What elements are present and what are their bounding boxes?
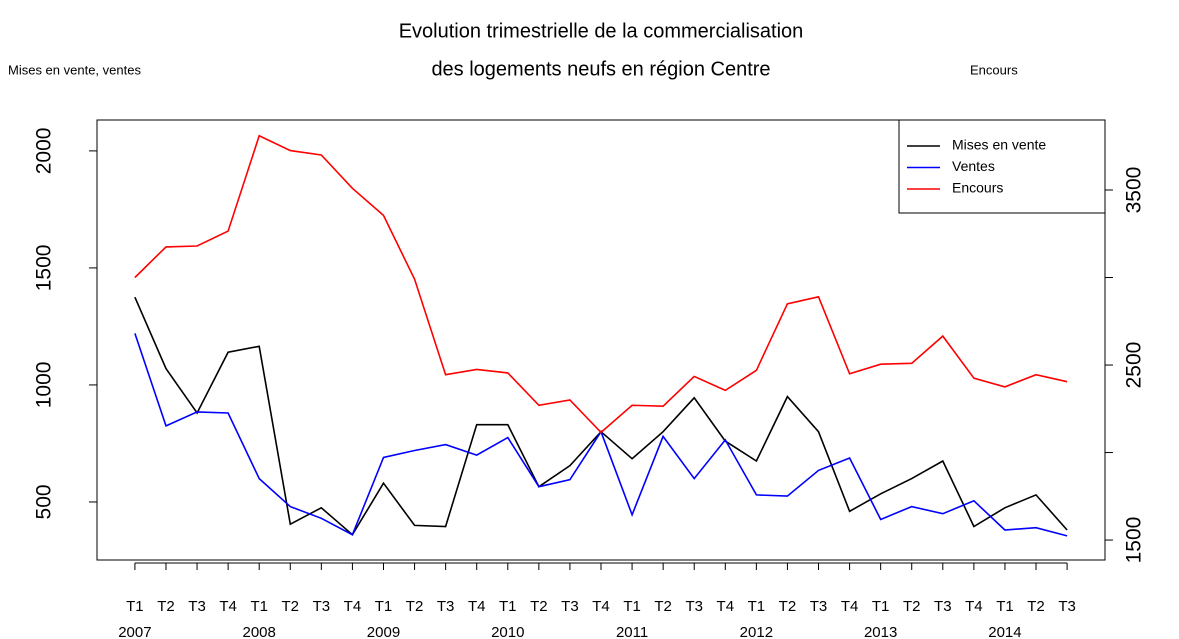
y-tick-label: 500: [33, 484, 56, 519]
x-year-label: 2012: [740, 624, 773, 639]
x-tick-label: T1: [996, 598, 1014, 615]
x-year-label: 2013: [864, 624, 897, 639]
x-year-label: 2007: [118, 624, 151, 639]
x-tick-label: T1: [499, 598, 517, 615]
series-line: [134, 134, 1068, 434]
y2-tick-label: 2500: [1123, 342, 1146, 389]
x-year-label: 2010: [491, 624, 524, 639]
x-tick-label: T2: [530, 598, 548, 615]
x-tick-label: T1: [375, 598, 393, 615]
y-tick-label: 1500: [33, 245, 56, 292]
x-year-label: 2009: [367, 624, 400, 639]
x-tick-label: T3: [685, 598, 703, 615]
x-tick-label: T4: [219, 598, 237, 615]
x-tick-label: T2: [282, 598, 300, 615]
x-tick-label: T4: [468, 598, 486, 615]
x-tick-label: T4: [965, 598, 983, 615]
x-tick-label: T4: [841, 598, 859, 615]
x-tick-label: T2: [157, 598, 175, 615]
chart-title: des logements neufs en région Centre: [431, 58, 770, 80]
x-tick-label: T2: [406, 598, 424, 615]
y-axis-label: Mises en vente, ventes: [8, 62, 141, 77]
x-tick-label: T4: [592, 598, 610, 615]
x-tick-label: T1: [623, 598, 641, 615]
y-tick-label: 2000: [33, 128, 56, 175]
x-tick-label: T4: [717, 598, 735, 615]
x-tick-label: T1: [748, 598, 766, 615]
x-tick-label: T3: [561, 598, 579, 615]
x-tick-label: T3: [188, 598, 206, 615]
legend-box: [898, 119, 1106, 214]
y-tick-label: 1000: [33, 362, 56, 409]
y2-tick-label: 1500: [1123, 517, 1146, 564]
x-tick-label: T2: [654, 598, 672, 615]
x-tick-label: T3: [1058, 598, 1076, 615]
x-tick-label: T2: [1027, 598, 1045, 615]
x-tick-label: T2: [903, 598, 921, 615]
x-tick-label: T4: [344, 598, 362, 615]
x-year-label: 2011: [616, 624, 648, 639]
legend-label: Ventes: [952, 158, 995, 174]
x-tick-label: T1: [126, 598, 144, 615]
x-tick-label: T3: [437, 598, 455, 615]
x-tick-label: T3: [934, 598, 952, 615]
x-year-label: 2014: [988, 624, 1021, 639]
x-tick-label: T3: [313, 598, 331, 615]
x-tick-label: T3: [810, 598, 828, 615]
legend-label: Encours: [952, 180, 1003, 196]
x-tick-label: T2: [779, 598, 797, 615]
x-tick-label: T1: [250, 598, 268, 615]
y2-tick-label: 3500: [1123, 167, 1146, 214]
x-year-label: 2008: [243, 624, 276, 639]
chart-title: Evolution trimestrielle de la commercial…: [399, 20, 804, 42]
legend-label: Mises en vente: [952, 137, 1046, 153]
y2-axis-label: Encours: [970, 62, 1018, 77]
x-tick-label: T1: [872, 598, 890, 615]
series-line: [134, 296, 1068, 536]
